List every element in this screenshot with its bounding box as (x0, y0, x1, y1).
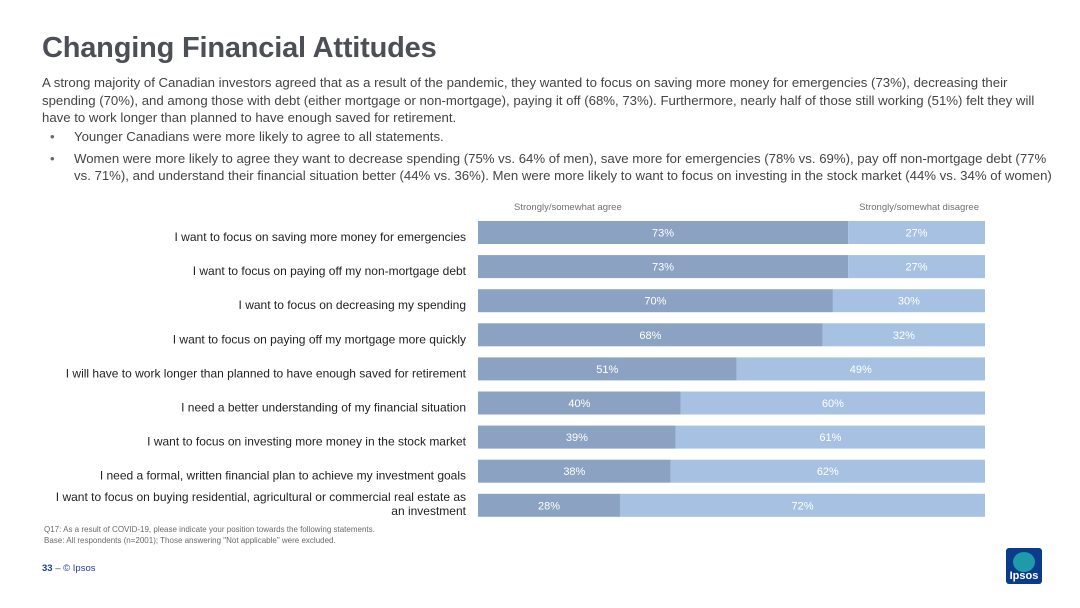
bar-disagree (670, 459, 985, 483)
data-label-disagree: 30% (898, 296, 920, 308)
intro-paragraph: A strong majority of Canadian investors … (42, 75, 1035, 125)
data-label-disagree: 61% (819, 432, 841, 444)
data-label-disagree: 62% (817, 466, 839, 478)
bar-disagree (848, 255, 985, 279)
category-label: I need a formal, written financial plan … (100, 469, 466, 483)
bar-agree (478, 357, 737, 381)
category-label: I want to focus on investing more money … (147, 435, 466, 449)
category-label: I want to focus on saving more money for… (175, 230, 466, 244)
ipsos-logo: Ipsos (1006, 548, 1042, 584)
category-label: an investment (391, 504, 466, 518)
bullet-item: Younger Canadians were more likely to ag… (46, 128, 1064, 146)
category-label: I want to focus on buying residential, a… (56, 490, 466, 504)
bullet-item: Women were more likely to agree they wan… (46, 150, 1064, 185)
data-label-disagree: 72% (791, 500, 813, 512)
bar-agree (478, 425, 676, 449)
data-label-agree: 51% (596, 364, 618, 376)
bar-disagree (822, 323, 985, 347)
page-title: Changing Financial Attitudes (42, 32, 437, 64)
data-label-disagree: 27% (906, 262, 928, 274)
data-label-agree: 40% (568, 398, 590, 410)
bar-disagree (680, 391, 985, 415)
data-label-agree: 38% (563, 466, 585, 478)
legend-disagree: Strongly/somewhat disagree (859, 202, 979, 213)
bar-disagree (675, 425, 985, 449)
bar-agree (478, 289, 833, 313)
category-label: I will have to work longer than planned … (66, 366, 467, 380)
bar-agree (478, 323, 823, 347)
data-label-agree: 68% (639, 330, 661, 342)
base-note: Base: All respondents (n=2001); Those an… (44, 536, 336, 545)
bar-agree (478, 493, 620, 517)
data-label-agree: 70% (644, 296, 666, 308)
bar-agree (478, 221, 849, 244)
data-label-agree: 28% (538, 500, 560, 512)
bar-disagree (848, 221, 985, 244)
data-label-agree: 39% (566, 432, 588, 444)
data-label-agree: 73% (652, 262, 674, 274)
data-label-disagree: 60% (822, 398, 844, 410)
bar-disagree (736, 357, 985, 381)
footer-separator: – (52, 563, 64, 574)
copyright: © Ipsos (63, 563, 96, 574)
category-label: I want to focus on decreasing my spendin… (239, 298, 466, 312)
bullet-list: Younger Canadians were more likely to ag… (46, 128, 1064, 189)
footer: 33 – © Ipsos (42, 563, 96, 574)
data-label-disagree: 27% (906, 228, 928, 240)
logo-text: Ipsos (1009, 570, 1039, 582)
category-label: I want to focus on paying off my non-mor… (193, 264, 467, 278)
category-label: I need a better understanding of my fina… (181, 401, 466, 415)
bar-agree (478, 391, 681, 415)
legend-agree: Strongly/somewhat agree (514, 202, 622, 213)
data-label-disagree: 49% (850, 364, 872, 376)
bar-agree (478, 255, 849, 279)
page-number: 33 (42, 563, 53, 574)
stacked-bar-chart: Strongly/somewhat agree Strongly/somewhat… (56, 202, 985, 518)
bar-disagree (619, 493, 985, 517)
bar-agree (478, 459, 671, 483)
data-label-agree: 73% (652, 228, 674, 240)
question-note: Q17: As a result of COVID-19, please ind… (44, 525, 375, 534)
data-label-disagree: 32% (893, 330, 915, 342)
category-label: I want to focus on paying off my mortgag… (173, 332, 466, 346)
logo-mark-icon (1013, 552, 1035, 572)
bar-disagree (832, 289, 985, 313)
